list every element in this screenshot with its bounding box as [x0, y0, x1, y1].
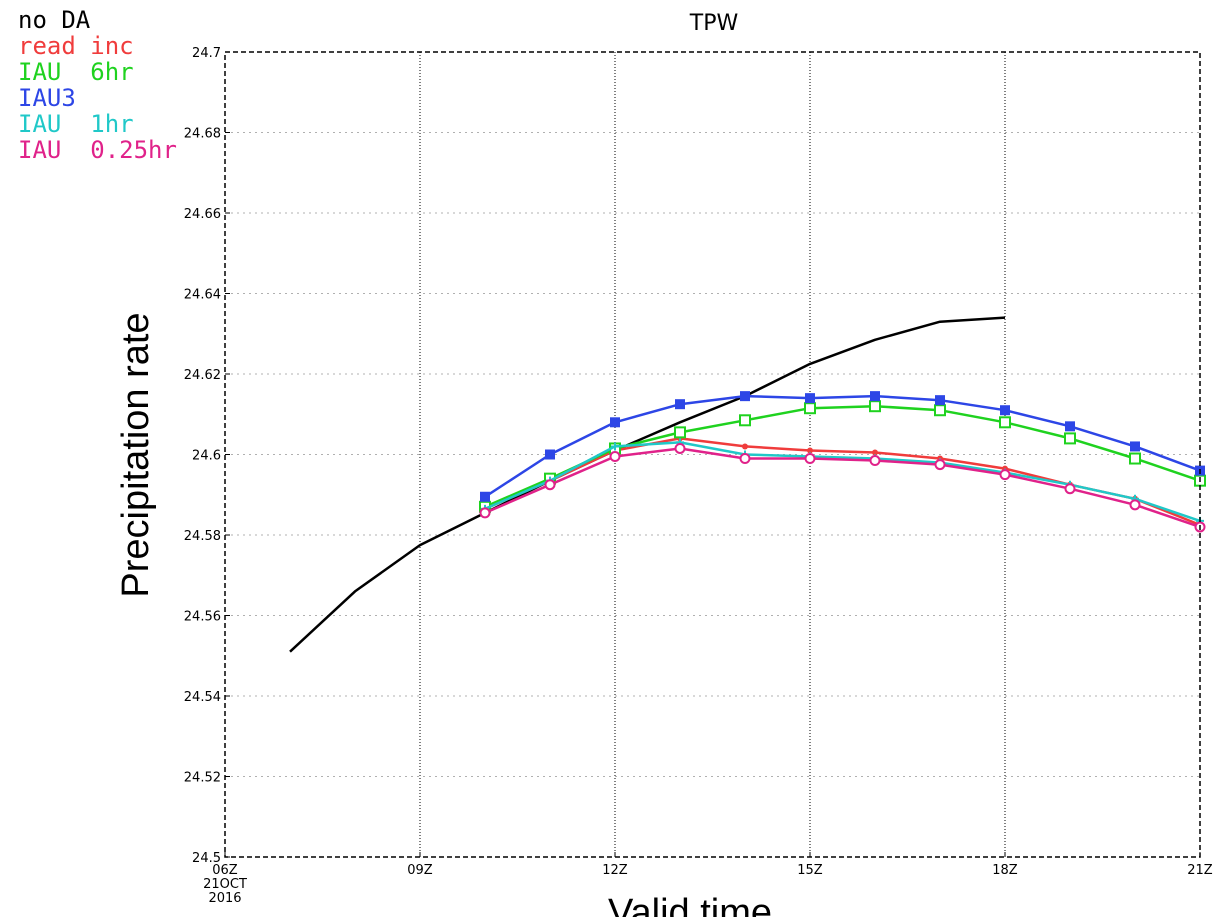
data-point: [1064, 432, 1076, 445]
y-tick-label: 24.6: [192, 449, 221, 464]
series-0: [289, 316, 1006, 653]
data-point: [742, 443, 748, 450]
y-tick-label: 24.58: [184, 529, 221, 544]
legend-entry: read inc: [18, 32, 134, 60]
x-tick-label: 18Z: [992, 863, 1018, 878]
y-tick-label: 24.54: [184, 690, 221, 705]
x-tick-label: 15Z: [797, 863, 823, 878]
plot-frame: [224, 51, 1201, 858]
data-point: [804, 402, 816, 415]
data-point: [1065, 421, 1075, 432]
data-point: [1064, 483, 1076, 495]
y-tick-label: 24.64: [184, 288, 221, 303]
data-point: [1130, 441, 1140, 452]
series-1: [482, 435, 1203, 528]
data-point: [934, 459, 946, 471]
data-point: [674, 442, 686, 454]
y-axis-label: Precipitation rate: [115, 312, 157, 597]
data-point: [739, 414, 751, 427]
y-tick-label: 24.62: [184, 368, 221, 383]
data-point: [804, 453, 816, 465]
x-tick-label: 09Z: [407, 863, 433, 878]
data-point: [869, 400, 881, 413]
legend-entry: IAU 0.25hr: [18, 136, 177, 164]
data-point: [545, 449, 555, 460]
x-tick-year: 2016: [208, 891, 241, 906]
data-point: [869, 455, 881, 467]
data-point: [740, 391, 750, 402]
y-tick-label: 24.56: [184, 610, 221, 625]
data-point: [870, 391, 880, 402]
x-tick-label: 12Z: [602, 863, 628, 878]
x-axis-label: Valid time: [608, 892, 772, 917]
legend-entry: no DA: [18, 6, 91, 34]
data-point: [609, 451, 621, 463]
series-line: [484, 394, 1201, 498]
data-point: [999, 469, 1011, 481]
data-point: [739, 453, 751, 465]
series-line: [484, 447, 1201, 529]
chart-title: TPW: [689, 11, 739, 36]
data-point: [999, 416, 1011, 429]
data-point: [934, 404, 946, 417]
series-5: [479, 442, 1206, 533]
y-tick-labels: 24.5 24.52 24.54 24.56 24.58 24.6 24.62 24.64 24…: [184, 46, 230, 866]
data-point: [544, 479, 556, 491]
x-tick-label: 21Z: [1187, 863, 1213, 878]
series-line: [289, 316, 1006, 653]
data-point: [1129, 452, 1141, 465]
legend-entry: IAU 6hr: [18, 58, 134, 86]
data-point: [807, 447, 813, 454]
data-point: [611, 442, 619, 451]
y-tick-label: 24.52: [184, 771, 221, 786]
legend-entry: IAU3: [18, 84, 76, 112]
x-tick-date: 21OCT: [203, 877, 247, 892]
series-layer: [289, 316, 1206, 653]
data-point: [935, 395, 945, 406]
data-point: [872, 449, 878, 456]
data-point: [1000, 405, 1010, 416]
series-line: [484, 437, 1201, 527]
series-line: [484, 441, 1201, 523]
y-tick-label: 24.68: [184, 127, 221, 142]
data-point: [805, 393, 815, 404]
data-point: [1129, 499, 1141, 511]
legend-entry: IAU 1hr: [18, 110, 134, 138]
y-tick-label: 24.66: [184, 207, 221, 222]
data-point: [479, 507, 491, 519]
y-tick-label: 24.5: [192, 851, 221, 866]
series-3: [480, 391, 1205, 502]
x-tick-label: 06Z: [212, 863, 238, 878]
data-point: [675, 399, 685, 410]
y-tick-label: 24.7: [192, 46, 221, 61]
data-point: [674, 426, 686, 439]
data-point: [480, 491, 490, 502]
data-point: [610, 417, 620, 428]
